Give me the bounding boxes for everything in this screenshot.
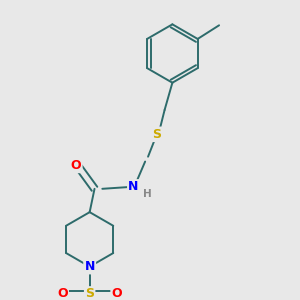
Text: O: O xyxy=(57,287,68,300)
Text: S: S xyxy=(85,287,94,300)
Text: N: N xyxy=(85,260,95,273)
Text: S: S xyxy=(152,128,161,141)
Text: N: N xyxy=(128,180,139,194)
Text: H: H xyxy=(143,189,152,199)
Text: O: O xyxy=(71,159,81,172)
Text: O: O xyxy=(112,287,122,300)
